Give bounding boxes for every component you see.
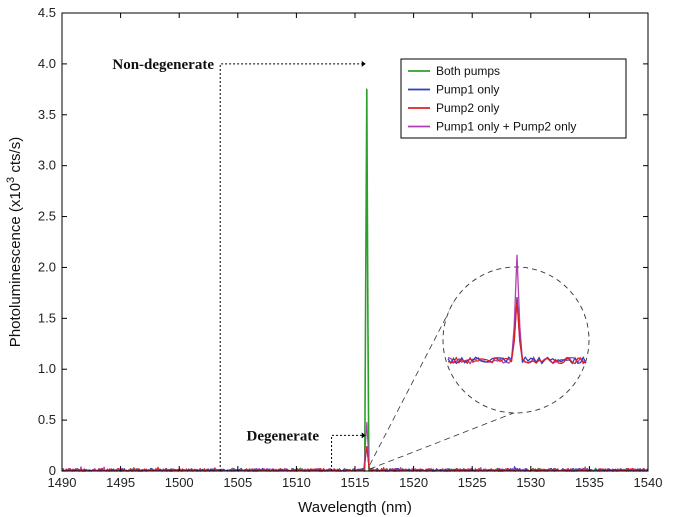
y-tick-label: 1.0 bbox=[38, 361, 56, 376]
y-axis-label-superscript: 3 bbox=[5, 177, 17, 183]
y-axis-label: Photoluminescence (x103 cts/s) bbox=[5, 137, 24, 347]
legend-item-label: Pump1 only + Pump2 only bbox=[436, 120, 576, 134]
x-tick-label: 1540 bbox=[634, 475, 663, 490]
x-tick-label: 1490 bbox=[48, 475, 77, 490]
x-tick-label: 1535 bbox=[575, 475, 604, 490]
y-tick-label: 3.0 bbox=[38, 158, 56, 173]
arrowhead-non-degenerate bbox=[361, 60, 366, 67]
x-tick-label: 1525 bbox=[458, 475, 487, 490]
zoom-guide-upper bbox=[369, 299, 456, 466]
x-tick-label: 1495 bbox=[106, 475, 135, 490]
legend-item-label: Both pumps bbox=[436, 64, 500, 78]
legend-box bbox=[400, 58, 627, 139]
y-tick-label: 1.5 bbox=[38, 310, 56, 325]
annotation-degenerate: Degenerate bbox=[247, 428, 320, 444]
y-tick-label: 3.5 bbox=[38, 107, 56, 122]
x-tick-label: 1530 bbox=[516, 475, 545, 490]
y-axis-label-unit: cts/s) bbox=[7, 137, 24, 177]
annotation-non-degenerate: Non-degenerate bbox=[112, 57, 214, 73]
inset-series-pump2-only bbox=[447, 300, 587, 365]
x-axis-label: Wavelength (nm) bbox=[298, 499, 412, 516]
x-tick-label: 1515 bbox=[341, 475, 370, 490]
x-tick-label: 1520 bbox=[399, 475, 428, 490]
x-tick-label: 1505 bbox=[223, 475, 252, 490]
y-tick-label: 0 bbox=[49, 463, 56, 478]
y-tick-label: 0.5 bbox=[38, 412, 56, 427]
y-axis-label-main: Photoluminescence (x10 bbox=[7, 183, 24, 347]
legend-item-label: Pump1 only bbox=[436, 83, 499, 97]
annotation-arrow-non-degenerate bbox=[219, 63, 362, 471]
y-tick-label: 4.5 bbox=[38, 5, 56, 20]
y-tick-label: 2.5 bbox=[38, 209, 56, 224]
x-tick-label: 1510 bbox=[282, 475, 311, 490]
arrowhead-degenerate bbox=[361, 432, 366, 439]
y-tick-label: 2.0 bbox=[38, 259, 56, 274]
y-tick-label: 4.0 bbox=[38, 56, 56, 71]
legend-item-label: Pump2 only bbox=[436, 101, 499, 115]
x-tick-label: 1500 bbox=[165, 475, 194, 490]
